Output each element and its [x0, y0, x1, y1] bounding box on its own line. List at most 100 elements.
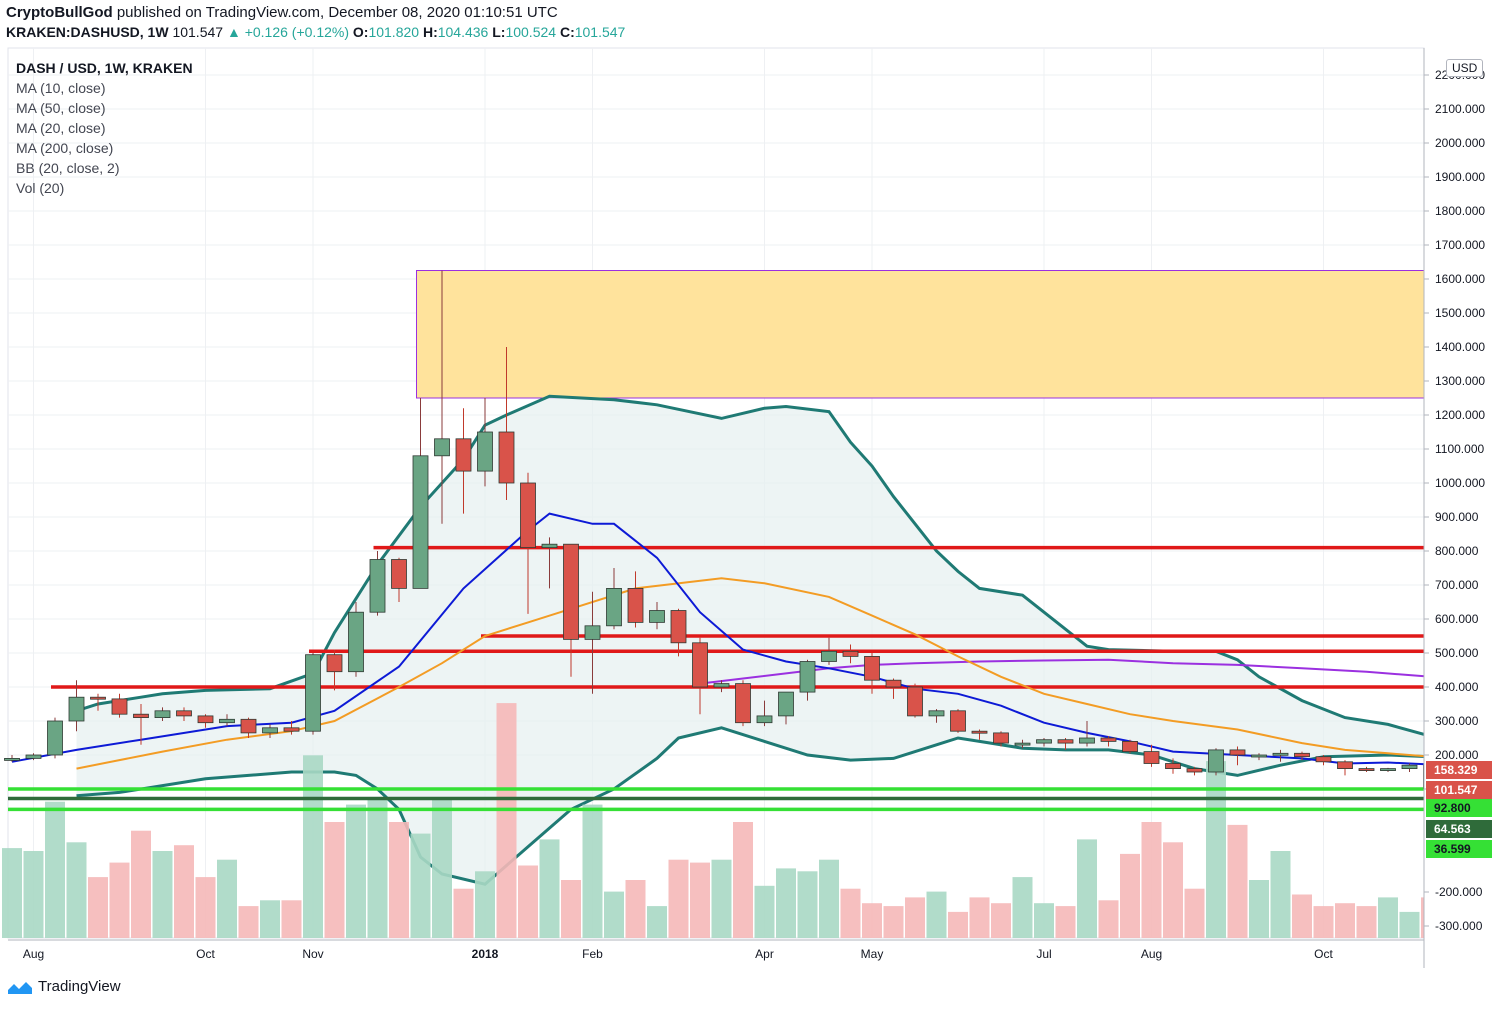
- candle-body: [821, 650, 837, 662]
- candle-body: [262, 727, 278, 734]
- time-tick-label: Aug: [23, 947, 44, 961]
- candle-body: [1358, 768, 1375, 771]
- price-tick-label: 1600.000: [1435, 272, 1485, 286]
- volume-bar: [195, 877, 216, 938]
- volume-bar: [1141, 822, 1162, 938]
- volume-bar: [840, 888, 861, 938]
- volume-bar: [647, 906, 667, 938]
- candle-body: [584, 625, 601, 640]
- moving-averages: [11, 512, 1432, 770]
- candle-body: [1165, 763, 1181, 769]
- high-value: 104.436: [437, 24, 489, 40]
- volume-bar: [1055, 906, 1076, 938]
- price-tick-label: -300.000: [1435, 919, 1483, 933]
- author-name[interactable]: CryptoBullGod: [6, 4, 113, 21]
- volume-bar: [518, 865, 538, 938]
- legend-ma20[interactable]: MA (20, close): [16, 120, 106, 136]
- candle-body: [283, 727, 300, 732]
- candle-body: [434, 438, 450, 457]
- volume-bar: [561, 880, 581, 938]
- candle-body: [907, 686, 923, 717]
- price-tick-label: 1900.000: [1435, 170, 1485, 184]
- candle-body: [950, 710, 966, 732]
- volume-bar: [1335, 903, 1355, 938]
- candle-body: [1014, 742, 1031, 746]
- candle-body: [971, 730, 988, 734]
- volume-bar: [45, 801, 65, 938]
- currency-unit-button[interactable]: USD: [1446, 59, 1484, 77]
- candle-body: [1122, 741, 1138, 753]
- volume-bar: [948, 911, 968, 938]
- open-value: 101.820: [368, 24, 420, 40]
- candle-body: [305, 654, 321, 732]
- volume-bar: [668, 859, 689, 938]
- volume-bar: [926, 891, 947, 938]
- volume-bar: [410, 833, 431, 938]
- volume-bar: [1120, 853, 1140, 938]
- volume-bar: [1206, 761, 1226, 938]
- legend-ma200[interactable]: MA (200, close): [16, 140, 114, 156]
- volume-bar: [776, 868, 796, 938]
- price-label: 158.329: [1434, 763, 1478, 777]
- candle-body: [692, 642, 708, 688]
- volume-bar: [432, 798, 452, 938]
- volume-bar: [905, 897, 925, 938]
- candle-body: [176, 710, 192, 717]
- candle-body: [1057, 739, 1074, 744]
- price-tick-label: 1700.000: [1435, 238, 1485, 252]
- price-tick-label: -200.000: [1435, 885, 1483, 899]
- price-label: 101.547: [1434, 783, 1478, 797]
- volume-bar: [1098, 900, 1119, 938]
- brand-name: TradingView: [38, 978, 121, 995]
- high-label: H:: [422, 24, 438, 40]
- volume-bar: [88, 877, 108, 938]
- volume-bar: [1399, 911, 1420, 938]
- candle-body: [563, 543, 579, 640]
- candle-body: [219, 718, 235, 724]
- time-tick-label: Jul: [1036, 947, 1051, 961]
- volume-bar: [496, 703, 517, 938]
- legend-vol[interactable]: Vol (20): [16, 180, 65, 196]
- volume-bar: [475, 871, 495, 938]
- candle-body: [1337, 761, 1353, 769]
- candle-body: [864, 656, 880, 681]
- candle-body: [778, 691, 794, 717]
- volume-bar: [367, 798, 388, 938]
- volume-bar: [1184, 888, 1205, 938]
- volume-bar: [238, 906, 259, 938]
- volume-bar: [733, 822, 753, 938]
- legend-title[interactable]: DASH / USD, 1W, KRAKEN: [16, 60, 193, 76]
- volume-bar: [1227, 824, 1248, 938]
- legend-bb[interactable]: BB (20, close, 2): [16, 160, 120, 176]
- volume-bar: [625, 880, 646, 938]
- candle-body: [25, 754, 42, 759]
- volume-bar: [131, 830, 151, 938]
- time-tick-label: 2018: [472, 947, 499, 961]
- symbol-name[interactable]: KRAKEN:DASHUSD, 1W: [6, 24, 169, 40]
- candle-body: [799, 661, 816, 693]
- volume-bar: [991, 903, 1011, 938]
- candle-body: [1100, 737, 1117, 742]
- volume-bar: [862, 903, 882, 938]
- ma200-line: [699, 658, 1432, 685]
- price-tick-label: 1200.000: [1435, 408, 1485, 422]
- volume-bar: [324, 822, 345, 938]
- volume-bar: [797, 871, 818, 938]
- candle-body: [348, 611, 364, 673]
- tradingview-logo-icon: [8, 981, 32, 994]
- candle-body: [197, 715, 214, 724]
- volume-bar: [819, 859, 839, 938]
- price-tick-label: 900.000: [1435, 510, 1479, 524]
- price-labels: 158.329 101.547 92.800 64.563 36.599: [1426, 761, 1492, 858]
- candle-body: [1143, 751, 1160, 764]
- volume-bar: [174, 845, 194, 938]
- volume-bar: [969, 897, 990, 938]
- ma10-line: [11, 512, 1432, 766]
- price-change: +0.126 (+0.12%): [244, 24, 349, 40]
- legend-ma10[interactable]: MA (10, close): [16, 80, 106, 96]
- price-label: 36.599: [1434, 842, 1471, 856]
- tradingview-logo[interactable]: TradingView: [8, 978, 121, 995]
- price-tick-label: 1500.000: [1435, 306, 1485, 320]
- legend-ma50[interactable]: MA (50, close): [16, 100, 106, 116]
